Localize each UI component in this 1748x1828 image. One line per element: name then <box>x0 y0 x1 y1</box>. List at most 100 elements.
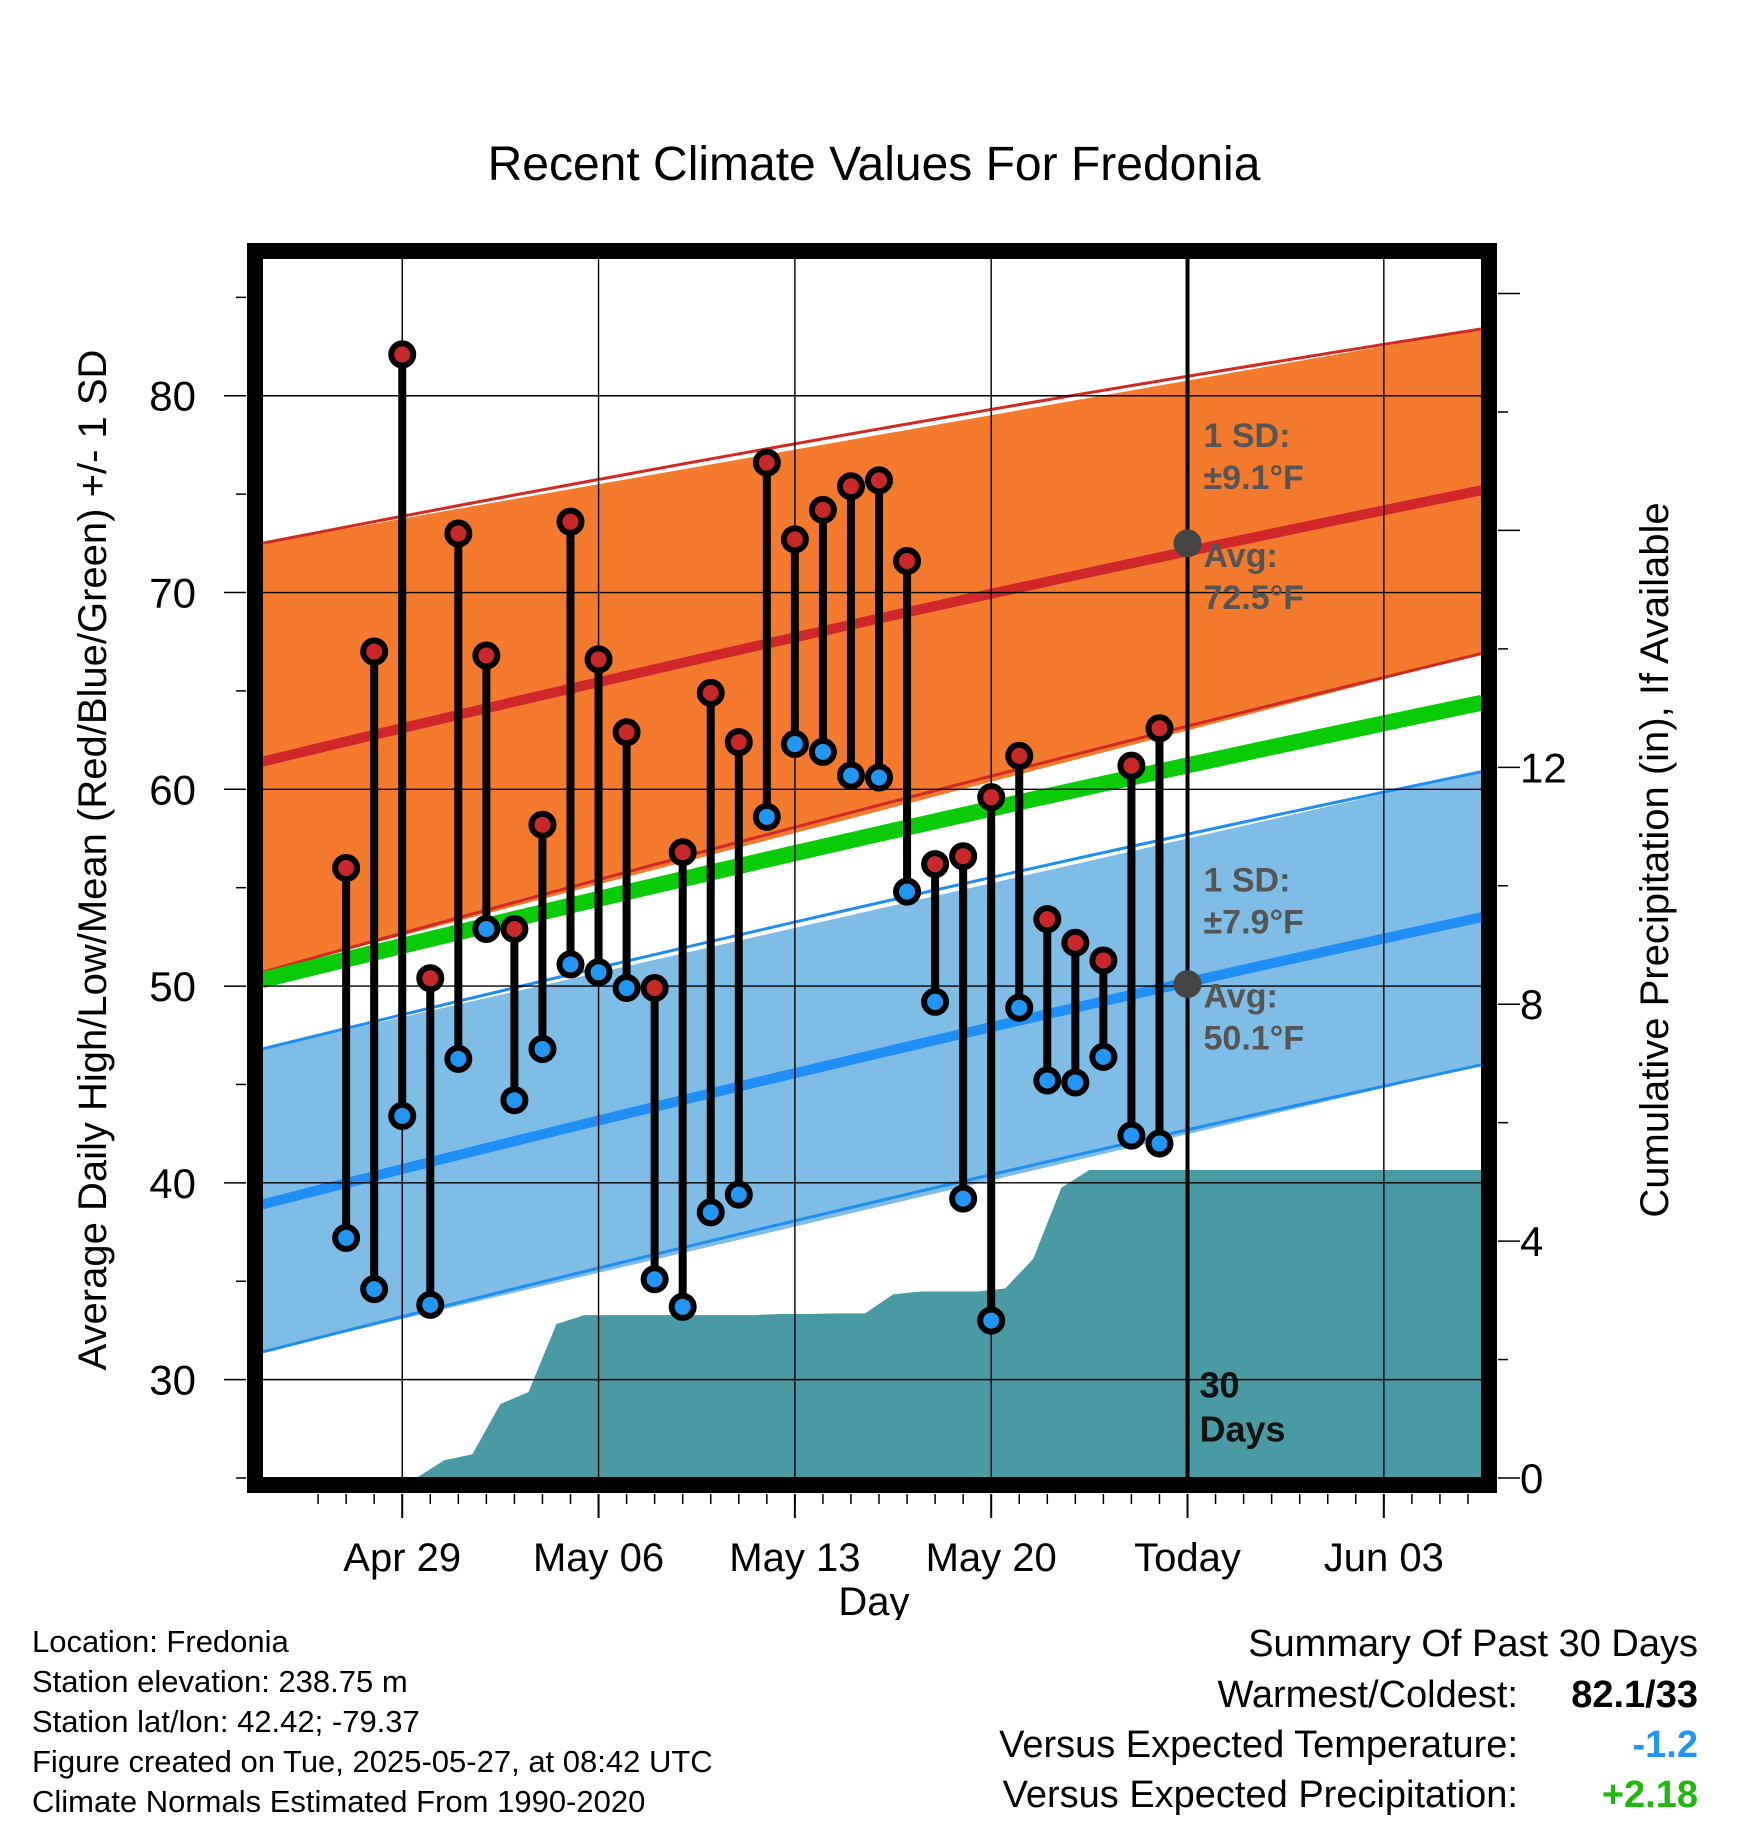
location-text: Location: Fredonia <box>32 1624 289 1659</box>
x-tick-label: Jun 03 <box>1324 1536 1444 1580</box>
climate-chart: Recent Climate Values For Fredonia 1 SD:… <box>71 138 1677 1620</box>
daily-high-point <box>1145 714 1174 743</box>
daily-high-point <box>893 547 922 576</box>
daily-low-point <box>584 958 613 987</box>
temp-anomaly-label: Versus Expected Temperature: <box>999 1724 1518 1766</box>
daily-high-point <box>416 964 445 993</box>
station-info: Location: Fredonia Station elevation: 23… <box>32 1622 713 1822</box>
daily-low-point <box>1145 1129 1174 1158</box>
elevation-text: Station elevation: 238.75 m <box>32 1664 408 1699</box>
summary-panel: Summary Of Past 30 Days Warmest/Coldest:… <box>798 1618 1698 1820</box>
daily-high-point <box>500 915 529 943</box>
x-tick-label: May 13 <box>729 1536 860 1580</box>
daily-low-point <box>977 1306 1006 1335</box>
daily-high-point <box>865 466 894 495</box>
summary-heading: Summary Of Past 30 Days <box>1248 1623 1698 1665</box>
daily-low-point <box>1117 1121 1146 1150</box>
low-sd-annotation-line: 1 SD: <box>1204 862 1291 900</box>
daily-low-point <box>1005 993 1034 1022</box>
high-sd-annotation: 1 SD: ±9.1°F <box>1204 417 1304 497</box>
daily-high-point <box>780 525 809 554</box>
low-sd-annotation: 1 SD: ±7.9°F <box>1204 862 1304 942</box>
daily-high-point <box>696 678 725 707</box>
daily-high-point <box>1117 751 1146 780</box>
daily-high-point <box>444 519 473 548</box>
daily-low-point <box>668 1292 697 1321</box>
precip-anomaly-row: Versus Expected Precipitation: +2.18 <box>798 1770 1698 1820</box>
daily-low-point <box>1089 1042 1118 1071</box>
daily-high-point <box>360 637 389 666</box>
daily-high-point <box>332 854 361 882</box>
daily-high-point <box>584 645 613 674</box>
warmest-coldest-label: Warmest/Coldest: <box>1217 1674 1518 1716</box>
low-sd-annotation-line: ±7.9°F <box>1204 904 1304 942</box>
daily-low-point <box>808 737 837 766</box>
y-tick-label: 40 <box>149 1160 196 1207</box>
high-sd-band-lower-edge <box>262 652 1482 974</box>
daily-low-point <box>780 730 809 759</box>
y2-tick-label: 8 <box>1520 981 1543 1028</box>
low-avg-annotation-line: Avg: <box>1204 978 1278 1016</box>
high-sd-annotation-line: ±9.1°F <box>1204 459 1304 497</box>
precip-anomaly-label: Versus Expected Precipitation: <box>1002 1774 1518 1816</box>
latlon-text: Station lat/lon: 42.42; -79.37 <box>32 1704 420 1739</box>
daily-high-point <box>724 728 753 757</box>
daily-high-point <box>612 718 641 747</box>
daily-high-point <box>949 842 978 871</box>
daily-low-point <box>640 1265 669 1294</box>
warmest-coldest-row: Warmest/Coldest: 82.1/33 <box>798 1670 1698 1720</box>
daily-low-point <box>388 1101 417 1130</box>
daily-low-point <box>332 1223 361 1252</box>
chart-title: Recent Climate Values For Fredonia <box>488 138 1261 191</box>
warmest-coldest-value: 82.1/33 <box>1571 1674 1698 1716</box>
y-tick-label: 80 <box>149 373 196 420</box>
daily-low-point <box>416 1290 445 1319</box>
daily-high-point <box>668 838 697 867</box>
daily-low-point <box>360 1275 389 1304</box>
y2-tick-label: 12 <box>1520 744 1567 791</box>
y2-tick-label: 4 <box>1520 1218 1543 1265</box>
high-sd-band-upper-edge <box>262 327 1482 545</box>
daily-high-point <box>977 783 1006 812</box>
daily-high-point <box>640 974 669 1003</box>
high-avg-line <box>262 485 1482 767</box>
mean-normal-line <box>262 694 1482 988</box>
today-low-avg-marker <box>1173 970 1202 999</box>
temp-anomaly-row: Versus Expected Temperature: -1.2 <box>798 1720 1698 1770</box>
daily-high-point <box>1033 905 1062 934</box>
y2-tick-label: 0 <box>1520 1455 1543 1502</box>
temp-anomaly-value: -1.2 <box>1632 1724 1698 1766</box>
daily-low-point <box>556 950 585 979</box>
y-tick-label: 30 <box>149 1357 196 1404</box>
daily-low-point <box>724 1180 753 1209</box>
daily-high-point <box>752 448 781 477</box>
daily-high-point <box>472 641 501 670</box>
y-tick-label: 50 <box>149 963 196 1010</box>
high-sd-annotation-line: 1 SD: <box>1204 417 1291 455</box>
high-avg-annotation: Avg: 72.5°F <box>1204 537 1305 617</box>
x-axis-label: Day <box>838 1580 909 1620</box>
daily-high-point <box>1005 741 1034 770</box>
plot-frame <box>247 243 1497 1493</box>
daily-low-point <box>500 1086 529 1115</box>
created-text: Figure created on Tue, 2025-05-27, at 08… <box>32 1744 713 1779</box>
daily-high-point <box>808 495 837 524</box>
x-tick-label: Apr 29 <box>343 1536 461 1580</box>
daily-high-point <box>556 507 585 536</box>
daily-high-point <box>921 850 950 879</box>
daily-low-point <box>949 1184 978 1213</box>
y2-axis-label: Cumulative Precipitation (in), If Availa… <box>1633 502 1677 1217</box>
daily-low-point <box>444 1044 473 1073</box>
low-avg-line <box>262 912 1482 1210</box>
daily-low-point <box>528 1035 557 1064</box>
low-sd-band-upper-edge <box>262 770 1482 1051</box>
x-tick-label: Today <box>1134 1536 1241 1580</box>
daily-low-point <box>865 763 894 792</box>
x-tick-label: May 06 <box>533 1536 664 1580</box>
daily-low-point <box>921 987 950 1016</box>
daily-high-point <box>528 810 557 839</box>
y-axis-label: Average Daily High/Low/Mean (Red/Blue/Gr… <box>71 350 115 1371</box>
daily-high-point <box>1089 946 1118 975</box>
low-avg-annotation: Avg: 50.1°F <box>1204 978 1305 1058</box>
daily-high-point <box>388 340 417 369</box>
